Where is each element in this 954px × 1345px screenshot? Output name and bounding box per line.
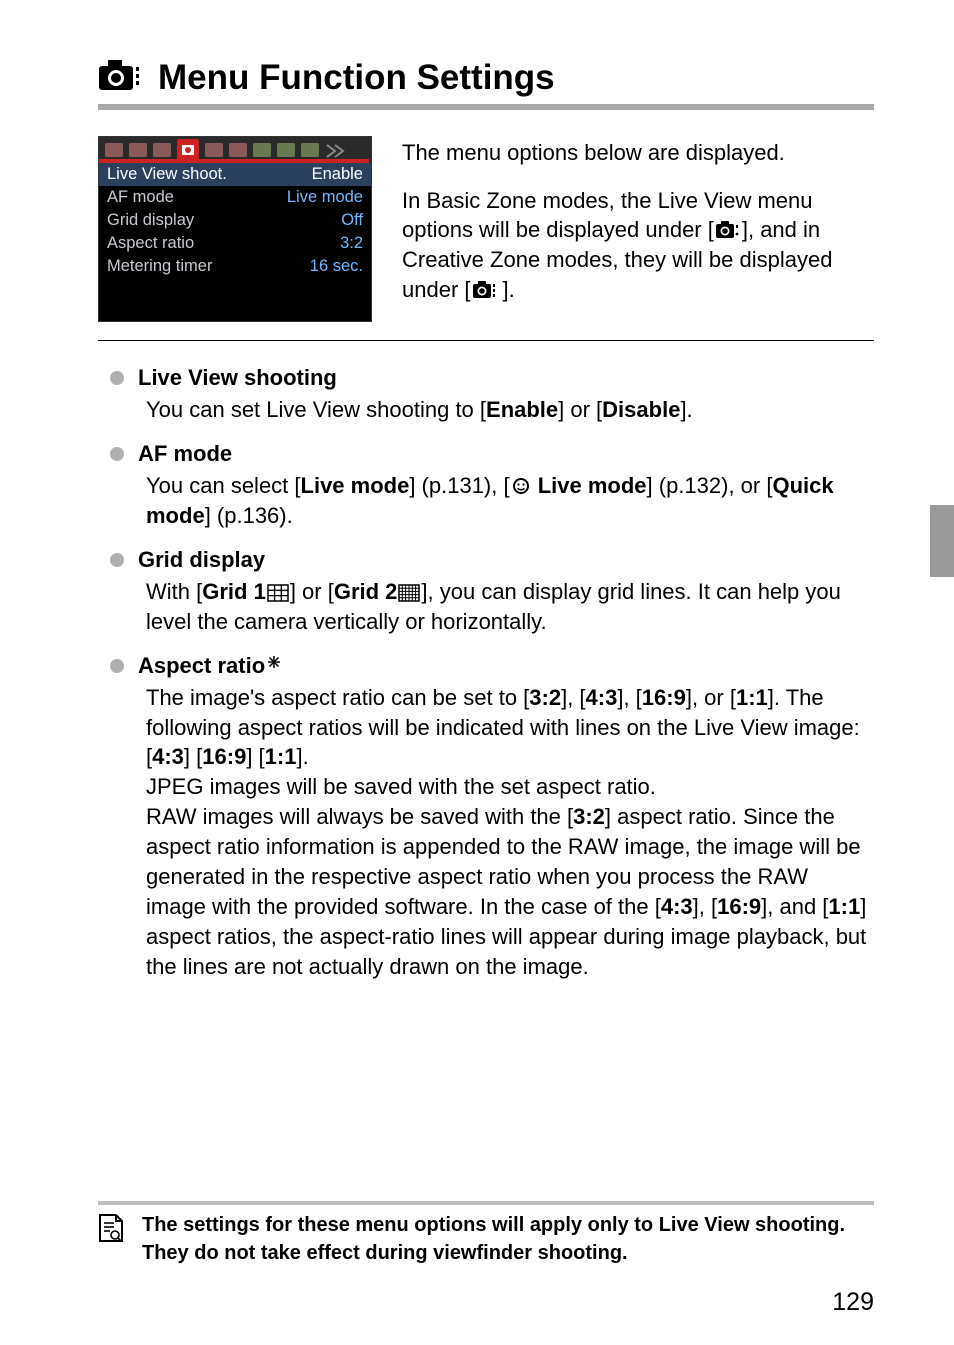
menu-tabs-icon xyxy=(99,137,371,163)
page-title: Menu Function Settings xyxy=(158,58,555,98)
item-live-view: Live View shooting You can set Live View… xyxy=(98,363,874,425)
note-page-icon xyxy=(98,1213,124,1267)
menu-row-value: 16 sec. xyxy=(310,257,363,276)
menu-row-label: Live View shoot. xyxy=(107,165,312,184)
intro-p2: In Basic Zone modes, the Live View menu … xyxy=(402,186,874,305)
face-detect-icon xyxy=(511,476,531,496)
star-icon xyxy=(267,655,281,669)
item-af-mode: AF mode You can select [Live mode] (p.13… xyxy=(98,439,874,531)
menu-row-label: AF mode xyxy=(107,188,287,207)
page-title-row: Menu Function Settings xyxy=(98,58,874,98)
camera-menu-basic-icon xyxy=(715,220,741,240)
intro-p1: The menu options below are displayed. xyxy=(402,138,874,168)
camera-title-icon xyxy=(98,59,144,98)
menu-row-label: Metering timer xyxy=(107,257,310,276)
menu-screenshot: Live View shoot.EnableAF modeLive modeGr… xyxy=(98,136,372,322)
menu-row-value: Off xyxy=(341,211,363,230)
item-grid-display: Grid display With [Grid 1] or [Grid 2], … xyxy=(98,545,874,637)
menu-row-label: Grid display xyxy=(107,211,341,230)
section-rule xyxy=(98,340,874,341)
title-rule xyxy=(98,104,874,110)
menu-row-value: Enable xyxy=(312,165,363,184)
grid1-icon xyxy=(267,584,289,602)
intro-text: The menu options below are displayed. In… xyxy=(402,136,874,322)
bullet-icon xyxy=(110,447,124,461)
bullet-icon xyxy=(110,553,124,567)
bullet-icon xyxy=(110,659,124,673)
menu-row: Grid displayOff xyxy=(99,209,371,232)
menu-row: Metering timer16 sec. xyxy=(99,255,371,278)
note-box: The settings for these menu options will… xyxy=(98,1201,874,1267)
menu-row-label: Aspect ratio xyxy=(107,234,340,253)
menu-row: Aspect ratio3:2 xyxy=(99,232,371,255)
menu-row: Live View shoot.Enable xyxy=(99,163,371,186)
bullet-icon xyxy=(110,371,124,385)
camera-menu-creative-icon xyxy=(472,280,502,300)
item-aspect-ratio: Aspect ratio The image's aspect ratio ca… xyxy=(98,651,874,982)
grid2-icon xyxy=(398,584,420,602)
side-tab xyxy=(930,505,954,577)
menu-row-value: 3:2 xyxy=(340,234,363,253)
page-number: 129 xyxy=(832,1288,874,1317)
menu-row-value: Live mode xyxy=(287,188,363,207)
menu-row: AF modeLive mode xyxy=(99,186,371,209)
note-text: The settings for these menu options will… xyxy=(142,1211,874,1267)
